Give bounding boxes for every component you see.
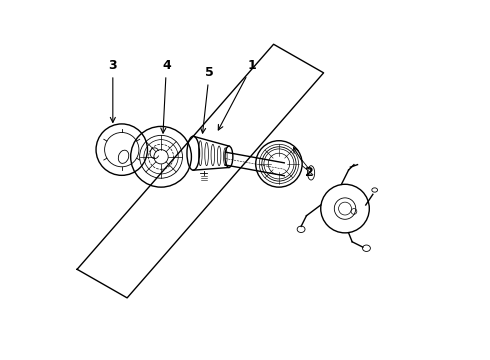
Text: 2: 2 xyxy=(294,148,314,179)
Text: 1: 1 xyxy=(218,59,257,130)
Text: 5: 5 xyxy=(200,66,214,133)
Text: 3: 3 xyxy=(108,59,117,122)
Text: 4: 4 xyxy=(161,59,171,133)
